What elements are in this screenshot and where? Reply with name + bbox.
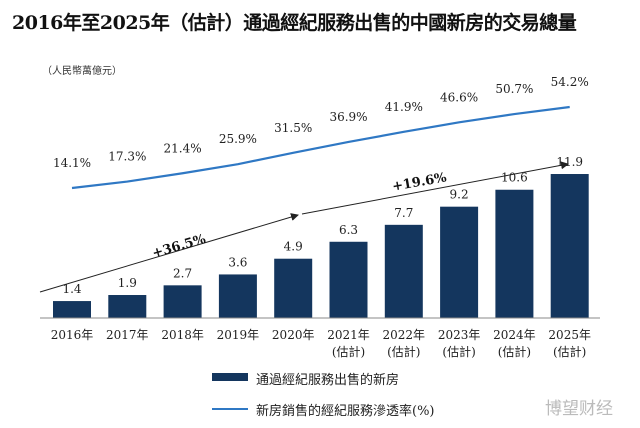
x-tick-label: 2023年 bbox=[438, 328, 481, 342]
bar bbox=[329, 241, 368, 318]
legend-line-label: 新房銷售的經紀服務滲透率(%) bbox=[256, 404, 435, 419]
x-tick-sublabel: (估計) bbox=[553, 344, 586, 359]
bar bbox=[163, 285, 202, 318]
bar bbox=[440, 206, 479, 318]
x-tick-label: 2018年 bbox=[161, 328, 204, 342]
line-value-label: 25.9% bbox=[219, 132, 257, 146]
bar-value-label: 1.4 bbox=[62, 282, 81, 296]
bar bbox=[550, 174, 589, 318]
line-series bbox=[71, 105, 570, 190]
cagr-label: +19.6% bbox=[391, 170, 448, 194]
x-tick-sublabel: (估計) bbox=[332, 344, 365, 359]
bar bbox=[53, 301, 91, 318]
legend-bar-label: 通過經紀服務出售的新房 bbox=[256, 373, 400, 388]
bar-value-label: 1.9 bbox=[118, 276, 137, 290]
bar bbox=[108, 295, 147, 318]
x-tick-label: 2024年 bbox=[493, 328, 536, 342]
line-value-label: 41.9% bbox=[385, 100, 423, 114]
cagr-arrow bbox=[301, 161, 569, 215]
cagr-label: +36.5% bbox=[151, 232, 209, 262]
x-tick-label: 2025年 bbox=[548, 328, 591, 342]
bar-value-label: 4.9 bbox=[284, 240, 303, 254]
bar bbox=[218, 274, 257, 318]
bar-value-label: 3.6 bbox=[228, 255, 247, 269]
line-value-label: 46.6% bbox=[440, 90, 478, 104]
bar-value-label: 9.2 bbox=[450, 188, 469, 202]
x-tick-label: 2019年 bbox=[217, 328, 260, 342]
line-value-label: 36.9% bbox=[329, 110, 367, 124]
bar-value-label: 6.3 bbox=[339, 223, 358, 237]
bar bbox=[495, 189, 534, 318]
bar-value-label: 2.7 bbox=[173, 266, 192, 280]
bar bbox=[274, 258, 313, 318]
x-tick-sublabel: (估計) bbox=[498, 344, 531, 359]
bar-value-label: 7.7 bbox=[394, 206, 413, 220]
line-value-label: 14.1% bbox=[53, 156, 91, 170]
bar-value-label: 11.9 bbox=[556, 155, 583, 169]
line-value-label: 17.3% bbox=[108, 150, 146, 164]
chart-title: 2016年至2025年（估計）通過經紀服務出售的中國新房的交易總量 bbox=[12, 12, 577, 34]
line-value-label: 54.2% bbox=[551, 75, 589, 89]
watermark: 博望财经 bbox=[545, 399, 613, 419]
x-tick-label: 2022年 bbox=[383, 328, 426, 342]
bar-value-label: 10.6 bbox=[501, 171, 528, 185]
x-tick-sublabel: (估計) bbox=[442, 344, 475, 359]
bar bbox=[384, 224, 423, 318]
line-value-label: 31.5% bbox=[274, 121, 312, 135]
line-value-label: 21.4% bbox=[164, 141, 202, 155]
x-tick-label: 2016年 bbox=[51, 328, 94, 342]
line-value-label: 50.7% bbox=[495, 82, 533, 96]
cagr-arrow bbox=[39, 213, 299, 293]
x-tick-sublabel: (估計) bbox=[387, 344, 420, 359]
unit-label: （人民幣萬億元） bbox=[42, 66, 122, 77]
x-tick-label: 2017年 bbox=[106, 328, 149, 342]
x-tick-label: 2020年 bbox=[272, 328, 315, 342]
x-tick-label: 2021年 bbox=[327, 328, 370, 342]
